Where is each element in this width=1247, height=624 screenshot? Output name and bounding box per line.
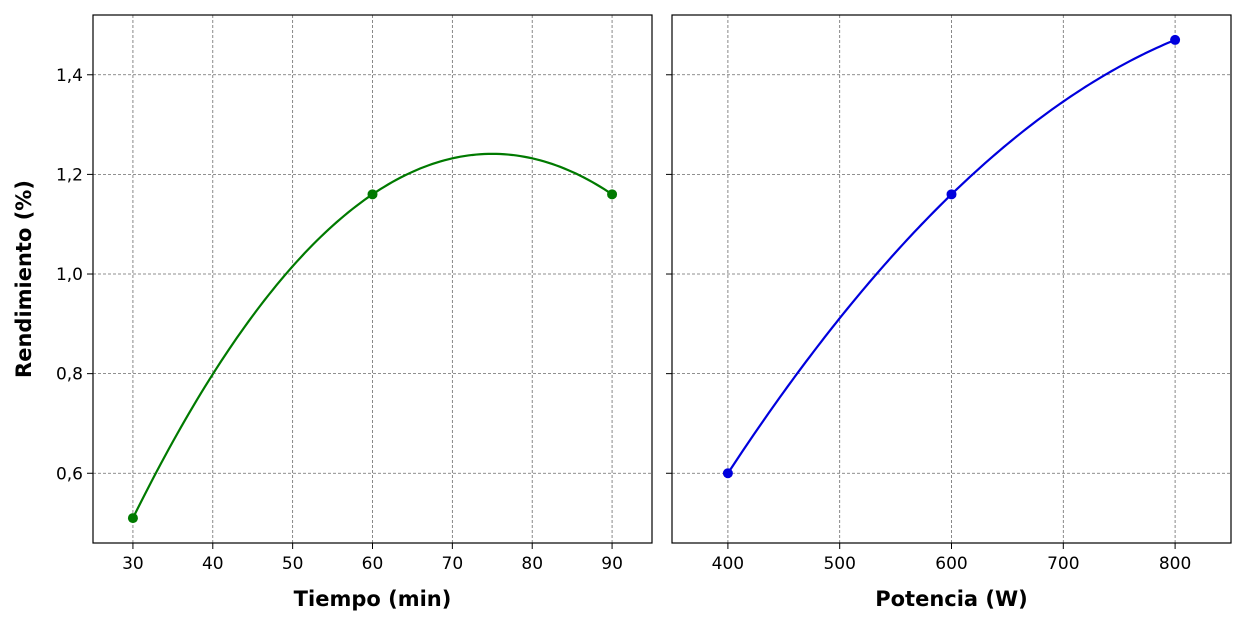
x-tick-label: 90 xyxy=(601,554,623,574)
y-tick-label: 0,8 xyxy=(56,365,83,385)
plot-frame xyxy=(92,14,653,544)
chart-panel-potencia: 400 500 600 700 800 Potencia (W) xyxy=(666,14,1232,611)
chart-panel-tiempo: 30 40 50 60 70 80 90 0,6 0,8 1,0 1,2 1,4 Tiempo (min… xyxy=(12,14,653,611)
y-tick-label: 1,2 xyxy=(56,165,83,185)
x-tick-label: 500 xyxy=(823,554,855,574)
y-tick-label: 1,0 xyxy=(56,265,83,285)
x-tick-label: 800 xyxy=(1159,554,1191,574)
data-point xyxy=(946,189,957,200)
y-tick-label: 1,4 xyxy=(56,66,83,86)
x-tick-label: 50 xyxy=(282,554,304,574)
x-tick-label: 80 xyxy=(521,554,543,574)
plot-frame xyxy=(671,14,1232,544)
data-point xyxy=(607,189,618,200)
x-axis-title: Tiempo (min) xyxy=(294,587,452,611)
x-tick-label: 30 xyxy=(122,554,144,574)
x-tick-label: 70 xyxy=(442,554,464,574)
data-point xyxy=(127,513,138,524)
y-tick-label: 0,6 xyxy=(56,464,83,484)
data-point xyxy=(722,468,733,479)
x-axis-title: Potencia (W) xyxy=(875,587,1028,611)
y-axis-title: Rendimiento (%) xyxy=(12,180,36,378)
x-tick-label: 60 xyxy=(362,554,384,574)
x-tick-label: 40 xyxy=(202,554,224,574)
data-point xyxy=(367,189,378,200)
x-tick-label: 700 xyxy=(1047,554,1079,574)
x-tick-label: 400 xyxy=(712,554,744,574)
data-point xyxy=(1170,34,1181,45)
x-tick-label: 600 xyxy=(935,554,967,574)
